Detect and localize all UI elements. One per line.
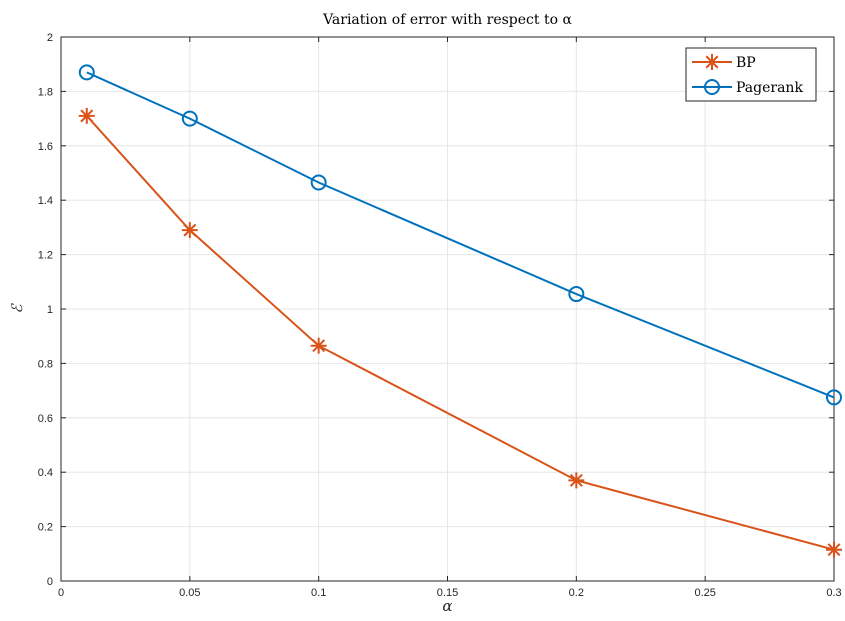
chart-title: Variation of error with respect to α (322, 12, 572, 28)
series-layer (78, 64, 842, 558)
series-bp (78, 107, 842, 558)
data-point (78, 107, 95, 124)
legend-item: BP (692, 54, 756, 71)
x-tick-label: 0 (58, 587, 64, 599)
legend-label: BP (736, 55, 756, 71)
x-axis-label: α (442, 597, 452, 615)
data-point (826, 389, 842, 406)
y-tick-label: 0.6 (38, 413, 53, 425)
legend: BP Pagerank (685, 47, 817, 102)
y-tick-label: 1 (47, 304, 53, 316)
data-point (310, 174, 327, 191)
y-tick-label: 1.2 (38, 250, 53, 262)
series-line (86, 115, 835, 551)
grid (60, 36, 835, 582)
legend-item: Pagerank (692, 79, 803, 96)
legend-marker (704, 79, 720, 95)
y-axis-label: ℰ (8, 303, 26, 314)
data-point (826, 541, 842, 558)
legend-marker (704, 54, 720, 70)
data-point (568, 286, 585, 303)
y-tick-label: 1.8 (38, 86, 53, 98)
y-tick-label: 2 (47, 32, 53, 44)
data-point (181, 222, 198, 239)
x-tick-label: 0.1 (311, 587, 326, 599)
ticks: 0 0.05 0.1 0.15 0.2 0.25 0.3 0 0.2 0.4 0.6 0.8 1 1.2 1… (38, 32, 842, 599)
data-point (568, 472, 585, 489)
y-tick-label: 1.4 (38, 195, 53, 207)
series-pagerank (78, 64, 842, 406)
x-tick-label: 0.15 (437, 587, 458, 599)
y-tick-label: 0 (47, 576, 53, 588)
data-point (78, 64, 95, 81)
x-tick-label: 0.3 (826, 587, 841, 599)
y-tick-label: 1.6 (38, 141, 53, 153)
data-point (310, 337, 327, 354)
y-tick-label: 0.2 (38, 522, 53, 534)
y-tick-label: 0.8 (38, 358, 53, 370)
y-tick-label: 0.4 (38, 467, 53, 479)
series-line (86, 71, 835, 399)
legend-label: Pagerank (736, 80, 803, 96)
x-tick-label: 0.2 (569, 587, 584, 599)
data-point (181, 110, 198, 127)
x-tick-label: 0.25 (694, 587, 715, 599)
x-tick-label: 0.05 (179, 587, 200, 599)
